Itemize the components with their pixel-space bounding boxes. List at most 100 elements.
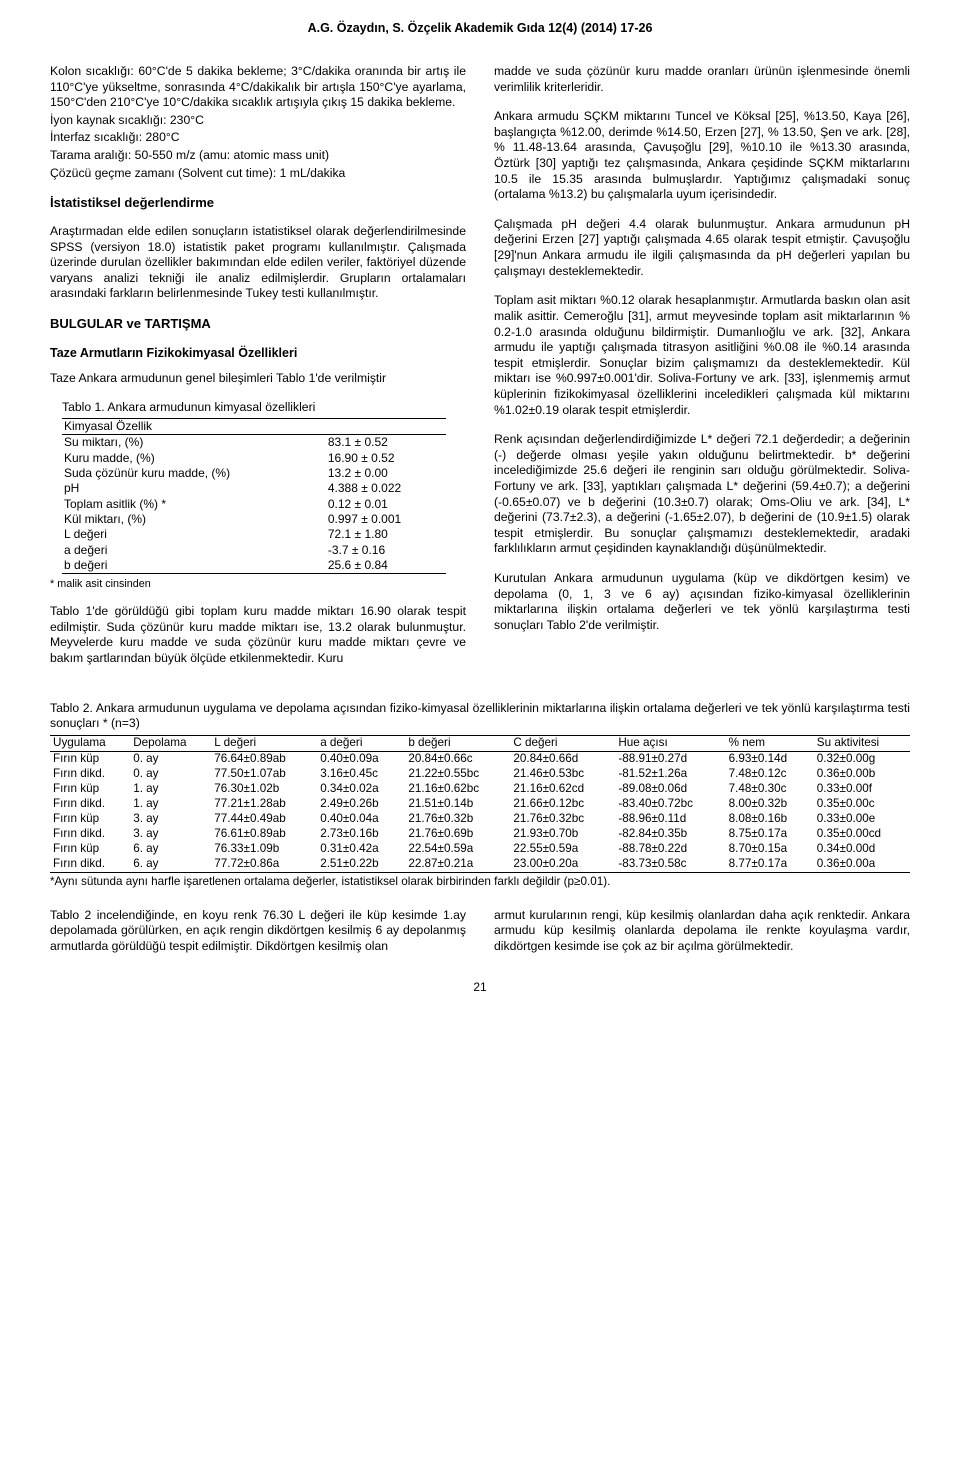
t2-cell: 3. ay xyxy=(130,812,211,827)
t2-cell: 8.75±0.17a xyxy=(726,827,814,842)
bottom-columns: Tablo 2 incelendiğinde, en koyu renk 76.… xyxy=(50,908,910,955)
t2-cell: 6. ay xyxy=(130,857,211,872)
t2-cell: 21.51±0.14b xyxy=(405,797,510,812)
t2-cell: 21.76±0.69b xyxy=(405,827,510,842)
t1-cell: 16.90 ± 0.52 xyxy=(326,451,446,466)
t2-cell: 76.61±0.89ab xyxy=(211,827,317,842)
t1-cell: Suda çözünür kuru madde, (%) xyxy=(62,466,326,481)
t2-cell: 76.33±1.09b xyxy=(211,842,317,857)
t2-cell: Fırın dikd. xyxy=(50,857,130,872)
param-line: İnterfaz sıcaklığı: 280°C xyxy=(50,130,466,146)
t1-cell: 0.12 ± 0.01 xyxy=(326,497,446,512)
col-para: Toplam asit miktarı %0.12 olarak hesapla… xyxy=(494,293,910,418)
t2-cell: -89.08±0.06d xyxy=(615,782,725,797)
t1-cell: 0.997 ± 0.001 xyxy=(326,512,446,527)
t1-cell: b değeri xyxy=(62,558,326,574)
col-para: Çalışmada pH değeri 4.4 olarak bulunmuşt… xyxy=(494,217,910,279)
t2-cell: Fırın küp xyxy=(50,812,130,827)
t1-cell: L değeri xyxy=(62,527,326,542)
table1-footnote: * malik asit cinsinden xyxy=(50,578,466,592)
t2-cell: 2.73±0.16b xyxy=(317,827,405,842)
table1-wrap: Tablo 1. Ankara armudunun kimyasal özell… xyxy=(62,400,466,574)
t2-cell: 0.36±0.00b xyxy=(814,767,910,782)
col-para: Taze Ankara armudunun genel bileşimleri … xyxy=(50,371,466,387)
page-number: 21 xyxy=(50,980,910,995)
col-para: Renk açısından değerlendirdiğimizde L* d… xyxy=(494,432,910,557)
t2-cell: 8.08±0.16b xyxy=(726,812,814,827)
t2-cell: Fırın küp xyxy=(50,751,130,766)
col-para: Ankara armudu SÇKM miktarını Tuncel ve K… xyxy=(494,109,910,203)
bottom-right: armut kurularının rengi, küp kesilmiş ol… xyxy=(494,908,910,955)
t2-cell: 0.35±0.00c xyxy=(814,797,910,812)
right-column: madde ve suda çözünür kuru madde oranlar… xyxy=(494,64,910,681)
t1-cell: a değeri xyxy=(62,543,326,558)
t2-head: Hue açısı xyxy=(615,735,725,751)
bottom-para: Tablo 2 incelendiğinde, en koyu renk 76.… xyxy=(50,908,466,955)
t2-cell: 20.84±0.66d xyxy=(510,751,615,766)
t1-cell: Kuru madde, (%) xyxy=(62,451,326,466)
t2-cell: 0. ay xyxy=(130,751,211,766)
bottom-left: Tablo 2 incelendiğinde, en koyu renk 76.… xyxy=(50,908,466,955)
col-para: Araştırmadan elde edilen sonuçların ista… xyxy=(50,224,466,302)
t2-cell: 0. ay xyxy=(130,767,211,782)
t2-cell: 8.00±0.32b xyxy=(726,797,814,812)
t2-cell: 0.40±0.04a xyxy=(317,812,405,827)
bottom-para: armut kurularının rengi, küp kesilmiş ol… xyxy=(494,908,910,955)
t2-cell: -88.91±0.27d xyxy=(615,751,725,766)
t2-cell: 21.22±0.55bc xyxy=(405,767,510,782)
table2-note: *Aynı sütunda aynı harfle işaretlenen or… xyxy=(50,875,910,890)
t1-cell: 13.2 ± 0.00 xyxy=(326,466,446,481)
t2-cell: 0.35±0.00cd xyxy=(814,827,910,842)
t2-cell: 21.76±0.32bc xyxy=(510,812,615,827)
t1-cell: -3.7 ± 0.16 xyxy=(326,543,446,558)
t2-cell: 77.21±1.28ab xyxy=(211,797,317,812)
section-heading: BULGULAR ve TARTIŞMA xyxy=(50,316,466,333)
t2-cell: 23.00±0.20a xyxy=(510,857,615,872)
t2-cell: 0.33±0.00f xyxy=(814,782,910,797)
t2-head: % nem xyxy=(726,735,814,751)
t2-cell: 21.76±0.32b xyxy=(405,812,510,827)
col-para: madde ve suda çözünür kuru madde oranlar… xyxy=(494,64,910,95)
t2-cell: 22.87±0.21a xyxy=(405,857,510,872)
main-columns: Kolon sıcaklığı: 60°C'de 5 dakika beklem… xyxy=(50,64,910,681)
t2-head: b değeri xyxy=(405,735,510,751)
t2-cell: 0.32±0.00g xyxy=(814,751,910,766)
t2-head: Su aktivitesi xyxy=(814,735,910,751)
t2-cell: 21.66±0.12bc xyxy=(510,797,615,812)
t2-cell: 22.54±0.59a xyxy=(405,842,510,857)
t1-cell: 72.1 ± 1.80 xyxy=(326,527,446,542)
t2-cell: 21.93±0.70b xyxy=(510,827,615,842)
t1-cell: 83.1 ± 0.52 xyxy=(326,435,446,451)
table1: Kimyasal Özellik Su miktarı, (%)83.1 ± 0… xyxy=(62,418,446,575)
t2-cell: -82.84±0.35b xyxy=(615,827,725,842)
t2-cell: Fırın dikd. xyxy=(50,827,130,842)
t2-cell: 0.33±0.00e xyxy=(814,812,910,827)
t2-cell: Fırın küp xyxy=(50,842,130,857)
paper-header: A.G. Özaydın, S. Özçelik Akademik Gıda 1… xyxy=(50,20,910,36)
t2-cell: 77.72±0.86a xyxy=(211,857,317,872)
table1-head: Kimyasal Özellik xyxy=(62,418,446,434)
t2-cell: 0.36±0.00a xyxy=(814,857,910,872)
t2-cell: 7.48±0.30c xyxy=(726,782,814,797)
left-column: Kolon sıcaklığı: 60°C'de 5 dakika beklem… xyxy=(50,64,466,681)
col-para: Kolon sıcaklığı: 60°C'de 5 dakika beklem… xyxy=(50,64,466,111)
t2-cell: 8.70±0.15a xyxy=(726,842,814,857)
t2-cell: 2.51±0.22b xyxy=(317,857,405,872)
t2-head: Uygulama xyxy=(50,735,130,751)
t2-cell: -81.52±1.26a xyxy=(615,767,725,782)
t2-cell: 0.40±0.09a xyxy=(317,751,405,766)
t2-cell: 2.49±0.26b xyxy=(317,797,405,812)
t2-cell: 1. ay xyxy=(130,797,211,812)
param-line: İyon kaynak sıcaklığı: 230°C xyxy=(50,113,466,129)
t2-cell: 77.50±1.07ab xyxy=(211,767,317,782)
t2-cell: 6. ay xyxy=(130,842,211,857)
table2: Uygulama Depolama L değeri a değeri b de… xyxy=(50,735,910,873)
t2-cell: 77.44±0.49ab xyxy=(211,812,317,827)
t1-cell: Kül miktarı, (%) xyxy=(62,512,326,527)
sub-heading: Taze Armutların Fizikokimyasal Özellikle… xyxy=(50,345,466,361)
t2-cell: 0.34±0.02a xyxy=(317,782,405,797)
t2-cell: -88.78±0.22d xyxy=(615,842,725,857)
t2-cell: 0.31±0.42a xyxy=(317,842,405,857)
table2-caption: Tablo 2. Ankara armudunun uygulama ve de… xyxy=(50,701,910,732)
table1-title: Tablo 1. Ankara armudunun kimyasal özell… xyxy=(62,400,466,416)
